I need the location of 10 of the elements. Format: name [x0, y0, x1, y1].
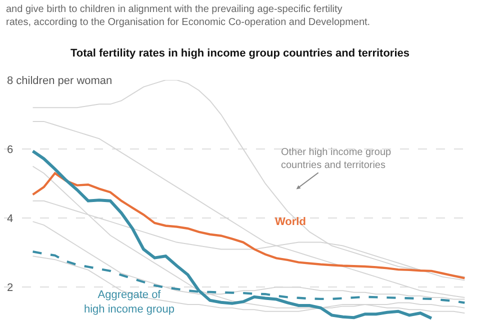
annotation: Other high income group countries and territories — [281, 147, 392, 171]
line-series — [32, 172, 466, 280]
y-tick-label: 4 — [7, 212, 14, 225]
y-tick-label: 8 children per woman — [7, 74, 112, 87]
series-label: Aggregate of high income group — [84, 289, 175, 316]
y-tick-label: 6 — [7, 144, 14, 156]
y-tick-label: 2 — [7, 282, 14, 294]
chart-title: Total fertility rates in high income group countries and territories — [70, 48, 410, 60]
chart-subtitle: and give birth to children in alignment with the prevailing age-specific fertility rates, according to the Organisation for Economic Co-operation and Development. — [6, 4, 370, 28]
text: World — [275, 216, 306, 228]
